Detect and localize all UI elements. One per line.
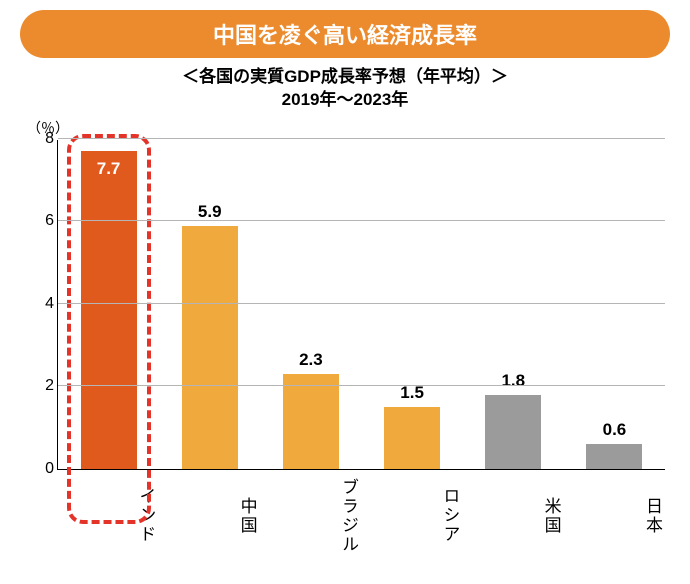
y-tick-label: 2	[32, 377, 54, 395]
bar-slot: 7.7	[58, 140, 159, 469]
x-tick-label: ロシア	[361, 476, 462, 556]
y-tick-label: 8	[32, 130, 54, 148]
bar-value-label: 1.8	[485, 371, 541, 391]
y-tick-label: 4	[32, 295, 54, 313]
bar: 7.7	[81, 151, 137, 469]
subtitle-line2: 2019年～2023年	[20, 89, 670, 112]
bar-value-label: 0.6	[586, 420, 642, 440]
chart: （％） 7.7 5.9 2.3 1.5 1.8 0.6 0 2 4 6 8 インド中国ブラジルロシ…	[25, 118, 665, 556]
subtitle-line1: ＜各国の実質GDP成長率予想（年平均）＞	[20, 66, 670, 89]
bar-value-label: 5.9	[182, 202, 238, 222]
gridline	[58, 220, 665, 221]
bar-value-label: 7.7	[81, 159, 137, 179]
bar: 1.5	[384, 407, 440, 469]
bar-slot: 0.6	[564, 140, 665, 469]
chart-subtitle: ＜各国の実質GDP成長率予想（年平均）＞ 2019年～2023年	[20, 66, 670, 112]
bar-slot: 2.3	[260, 140, 361, 469]
gridline	[58, 385, 665, 386]
y-axis-unit: （％）	[27, 118, 665, 138]
x-tick-label: 中国	[158, 476, 259, 556]
x-tick-label: ブラジル	[260, 476, 361, 556]
x-axis-labels: インド中国ブラジルロシア米国日本	[57, 476, 665, 556]
y-tick-label: 6	[32, 212, 54, 230]
bar-value-label: 2.3	[283, 350, 339, 370]
x-tick-label: 日本	[564, 476, 665, 556]
bar: 1.8	[485, 395, 541, 469]
bar: 2.3	[283, 374, 339, 469]
bar-slot: 5.9	[159, 140, 260, 469]
bar: 5.9	[182, 226, 238, 469]
y-tick-label: 0	[32, 460, 54, 478]
x-tick-label: インド	[57, 476, 158, 556]
bar: 0.6	[586, 444, 642, 469]
gridline	[58, 138, 665, 139]
bar-slot: 1.5	[362, 140, 463, 469]
bars-container: 7.7 5.9 2.3 1.5 1.8 0.6	[58, 140, 665, 469]
plot-area: 7.75.92.31.51.80.6 02468	[57, 140, 665, 470]
gridline	[58, 303, 665, 304]
bar-slot: 1.8	[463, 140, 564, 469]
x-tick-label: 米国	[462, 476, 563, 556]
chart-title-pill: 中国を凌ぐ高い経済成長率	[20, 10, 670, 58]
